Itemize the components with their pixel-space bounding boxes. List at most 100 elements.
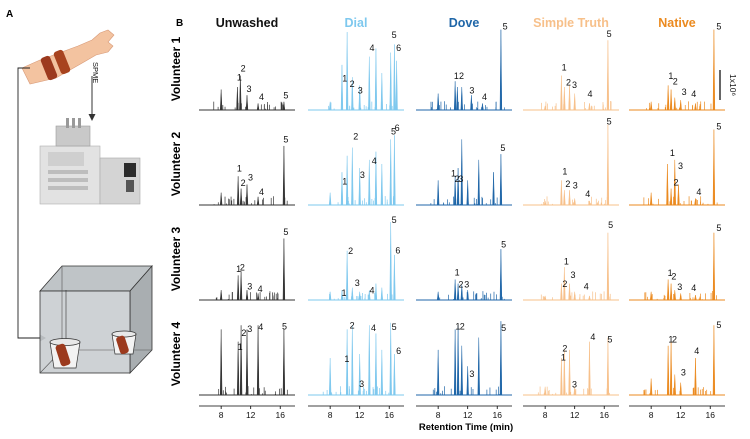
peak-label-5: 5 [501, 323, 506, 333]
chromatogram-peak [712, 129, 716, 206]
chromatogram-peak [345, 32, 349, 111]
chromatogram-peak [563, 267, 566, 301]
chromatogram-peak [588, 103, 591, 111]
peak-label-2: 2 [672, 335, 677, 345]
chromatogram-peak [351, 147, 354, 206]
chromatogram-volunteer-3-native: 123 4 5 [629, 223, 725, 301]
chromatogram-peak [456, 283, 460, 301]
row-label-volunteer-2: Volunteer 2 [169, 131, 183, 196]
arm-with-wristband-illustration [21, 29, 115, 85]
chromatogram-peak [694, 103, 697, 111]
chromatogram-peak [499, 29, 503, 111]
chromatogram-peak [573, 291, 576, 301]
chromatogram-volunteer-1-dial: 123 4 5 6 [308, 30, 404, 111]
peak-label-2: 2 [674, 177, 679, 187]
column-header-unwashed: Unwashed [216, 16, 279, 30]
chromatogram-peak [543, 295, 547, 301]
chromatogram-peak [380, 287, 384, 301]
chromatogram-peak [236, 87, 239, 111]
chromatogram-peak [673, 374, 676, 396]
peak-label-4: 4 [482, 92, 487, 102]
chromatogram-peak [453, 329, 457, 396]
chromatogram-peak [368, 325, 371, 396]
chromatogram-peak [220, 329, 223, 396]
peak-label-3: 3 [246, 84, 251, 94]
chromatogram-peak [649, 192, 653, 206]
peak-label-2: 2 [566, 77, 571, 87]
peak-label-4: 4 [694, 346, 699, 356]
chromatogram-peak [328, 358, 332, 396]
peak-label-5: 5 [283, 135, 288, 145]
chromatogram-peak [460, 139, 463, 206]
chromatogram-peak [669, 283, 673, 301]
peak-label-5: 5 [392, 215, 397, 225]
chromatogram-peak [345, 250, 349, 301]
chromatogram-volunteer-1-unwashed: 12 34 5 [199, 63, 295, 111]
x-tick-label: 8 [219, 410, 224, 420]
x-tick-label: 12 [355, 410, 365, 420]
chromatogram-peak [649, 291, 653, 301]
chromatogram-peak [588, 295, 591, 301]
peak-label-1: 1 [561, 353, 566, 363]
peak-label-1: 1 [668, 335, 673, 345]
chromatogram-peak [568, 283, 571, 301]
chromatogram-peak [694, 358, 697, 396]
row-labels: Volunteer 1 Volunteer 2 Volunteer 3 Volunte… [169, 36, 183, 386]
peak-label-4: 4 [372, 156, 377, 166]
panel-a-label: A [6, 9, 13, 20]
peak-label-4: 4 [259, 92, 264, 102]
peak-label-3: 3 [570, 270, 575, 280]
peak-label-3: 3 [573, 181, 578, 191]
chromatogram-peak [499, 249, 503, 301]
chromatogram-peak [456, 87, 459, 111]
chromatogram-peak [256, 103, 260, 111]
chromatogram-volunteer-2-simple-truth: 1 2 34 5 [523, 117, 619, 206]
chromatogram-peak [345, 329, 349, 396]
peak-label-5: 5 [391, 126, 396, 136]
chromatogram-peak [219, 192, 223, 206]
chromatogram-peak [393, 44, 396, 111]
peak-label-3: 3 [681, 367, 686, 377]
peak-label-3: 3 [360, 170, 365, 180]
chromatogram-peak [679, 100, 682, 111]
peak-label-1: 1 [562, 167, 567, 177]
chromatogram-peak [606, 337, 610, 396]
column-header-simple-truth: Simple Truth [533, 16, 609, 30]
chromatogram-volunteer-4-dial: 1 2 3 4 5 6 [308, 321, 404, 396]
chromatogram-peak [245, 290, 249, 301]
chromatogram-peak [666, 163, 669, 206]
peak-label-4: 4 [370, 285, 375, 295]
peak-label-2: 2 [562, 344, 567, 354]
chromatogram-peak [351, 77, 354, 111]
chromatogram-peak [453, 81, 457, 111]
chromatogram-peak [499, 154, 503, 206]
peak-label-5: 5 [608, 220, 613, 230]
chromatogram-peak [460, 345, 463, 396]
peak-label-3: 3 [359, 379, 364, 389]
chromatogram-peak [466, 366, 469, 396]
chromatogram-peak [358, 168, 361, 206]
chromatogram-peak [543, 105, 547, 111]
peak-label-2: 2 [241, 178, 246, 188]
chromatogram-peak [236, 176, 240, 206]
peak-label-3: 3 [458, 174, 463, 184]
peak-label-2: 2 [673, 77, 678, 87]
chromatogram-peak [649, 378, 653, 396]
x-tick-label: 8 [649, 410, 654, 420]
chromatogram-volunteer-2-unwashed: 1 234 5 [199, 135, 295, 206]
chromatogram-peak [606, 124, 610, 206]
chromatogram-peak [245, 184, 249, 206]
scale-bar-label: 1x10⁶ [728, 74, 738, 96]
chamber-cube-illustration [39, 264, 153, 374]
peak-label-2: 2 [459, 71, 464, 81]
peak-label-2: 2 [350, 79, 355, 89]
chromatogram-peak [666, 279, 670, 301]
peak-label-4: 4 [584, 281, 589, 291]
peak-label-3: 3 [677, 282, 682, 292]
chromatogram-peak [282, 101, 286, 111]
chromatogram-peak [236, 341, 240, 396]
chromatogram-peak [282, 329, 286, 396]
peak-label-3: 3 [572, 80, 577, 90]
